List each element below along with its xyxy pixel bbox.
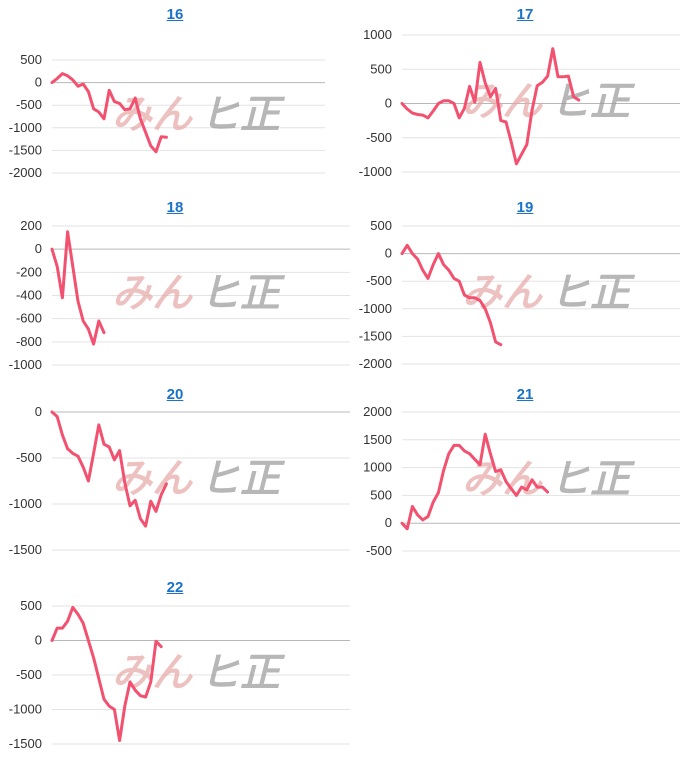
- chart-title-link[interactable]: 22: [166, 579, 184, 596]
- y-tick-label: 1000: [363, 460, 392, 475]
- watermark-logo-part2: ヒ正: [200, 272, 286, 316]
- y-tick-label: -500: [16, 667, 42, 682]
- chart-panel-21: 21 2000 1500 1000 500 0 -500 みん ヒ正: [350, 382, 700, 572]
- y-tick-label: -200: [16, 264, 42, 279]
- y-tick-label: -500: [366, 130, 392, 145]
- y-tick-label: 1500: [363, 432, 392, 447]
- watermark-logo-part2: ヒ正: [550, 80, 636, 124]
- chart-title-link[interactable]: 17: [516, 6, 534, 23]
- series-line: [50, 605, 163, 742]
- y-tick-label: 0: [35, 241, 42, 256]
- y-tick-label: -1000: [359, 164, 392, 179]
- line-chart-18: 200 0 -200 -400 -600 -800 -1000 みん ヒ正: [9, 218, 350, 372]
- y-tick-label: 0: [35, 404, 42, 419]
- line-chart-16: 500 0 -500 -1000 -1500 -2000 みん ヒ正: [9, 52, 325, 180]
- y-tick-label: -2000: [9, 165, 42, 180]
- y-tick-label: -1500: [359, 328, 392, 343]
- series-line: [50, 230, 106, 346]
- y-tick-label: -400: [16, 288, 42, 303]
- y-tick-label: -500: [366, 543, 392, 558]
- watermark-logo-part2: ヒ正: [550, 271, 636, 315]
- series-line: [400, 243, 503, 347]
- y-tick-label: -1000: [359, 301, 392, 316]
- y-tick-label: -600: [16, 311, 42, 326]
- y-tick-label: -800: [16, 334, 42, 349]
- y-tick-label: -1000: [9, 702, 42, 717]
- y-tick-label: 500: [370, 61, 392, 76]
- y-tick-label: 500: [20, 52, 42, 67]
- chart-title-link[interactable]: 19: [516, 199, 534, 216]
- y-tick-label: 0: [385, 96, 392, 111]
- y-tick-label: -1000: [9, 496, 42, 511]
- chart-panel-19: 19 500 0 -500 -1000 -1500 -2000 みん ヒ正: [350, 195, 700, 385]
- y-tick-label: -500: [16, 450, 42, 465]
- y-tick-label: -500: [366, 273, 392, 288]
- chart-title-link[interactable]: 20: [166, 386, 184, 403]
- y-tick-label: 500: [20, 598, 42, 613]
- y-tick-label: 0: [385, 515, 392, 530]
- watermark-logo-part1: みん: [462, 458, 544, 502]
- y-tick-label: 200: [20, 218, 42, 233]
- series-line: [50, 72, 168, 154]
- watermark-logo-part2: ヒ正: [550, 458, 636, 502]
- chart-panel-16: 16 500 0 -500 -1000 -1500 -2000 みん ヒ正: [0, 0, 350, 190]
- y-tick-label: 0: [35, 75, 42, 90]
- watermark-logo-part1: みん: [112, 93, 194, 137]
- watermark-logo-part1: みん: [112, 272, 194, 316]
- y-tick-label: -1500: [9, 736, 42, 751]
- y-tick-label: 0: [35, 633, 42, 648]
- line-chart-19: 500 0 -500 -1000 -1500 -2000 みん ヒ正: [359, 218, 680, 371]
- chart-title-link[interactable]: 21: [516, 386, 534, 403]
- y-tick-label: -1000: [9, 120, 42, 135]
- series-line: [400, 47, 581, 166]
- line-chart-21: 2000 1500 1000 500 0 -500 みん ヒ正: [363, 404, 680, 558]
- series-line: [50, 410, 168, 528]
- y-tick-label: -1500: [9, 142, 42, 157]
- y-tick-label: -500: [16, 97, 42, 112]
- y-tick-label: 500: [370, 487, 392, 502]
- chart-panel-22: 22 500 0 -500 -1000 -1500 みん ヒ正: [0, 575, 350, 760]
- chart-title-link[interactable]: 18: [166, 199, 184, 216]
- y-tick-label: -2000: [359, 356, 392, 371]
- y-tick-label: 1000: [363, 27, 392, 42]
- y-tick-label: 500: [370, 218, 392, 233]
- watermark-logo-part2: ヒ正: [200, 457, 286, 501]
- watermark-logo-part1: みん: [462, 271, 544, 315]
- series-line: [400, 432, 550, 531]
- chart-panel-20: 20 0 -500 -1000 -1500 みん ヒ正: [0, 382, 350, 572]
- y-tick-label: 0: [385, 246, 392, 261]
- y-tick-label: 2000: [363, 404, 392, 419]
- chart-panel-18: 18 200 0 -200 -400 -600 -800 -1000 みん ヒ正: [0, 195, 350, 385]
- chart-panel-17: 17 1000 500 0 -500 -1000 みん ヒ正: [350, 0, 700, 190]
- chart-title-link[interactable]: 16: [166, 6, 184, 23]
- watermark-logo-part2: ヒ正: [200, 651, 286, 695]
- y-tick-label: -1500: [9, 542, 42, 557]
- y-tick-label: -1000: [9, 357, 42, 372]
- watermark-logo-part2: ヒ正: [200, 93, 286, 137]
